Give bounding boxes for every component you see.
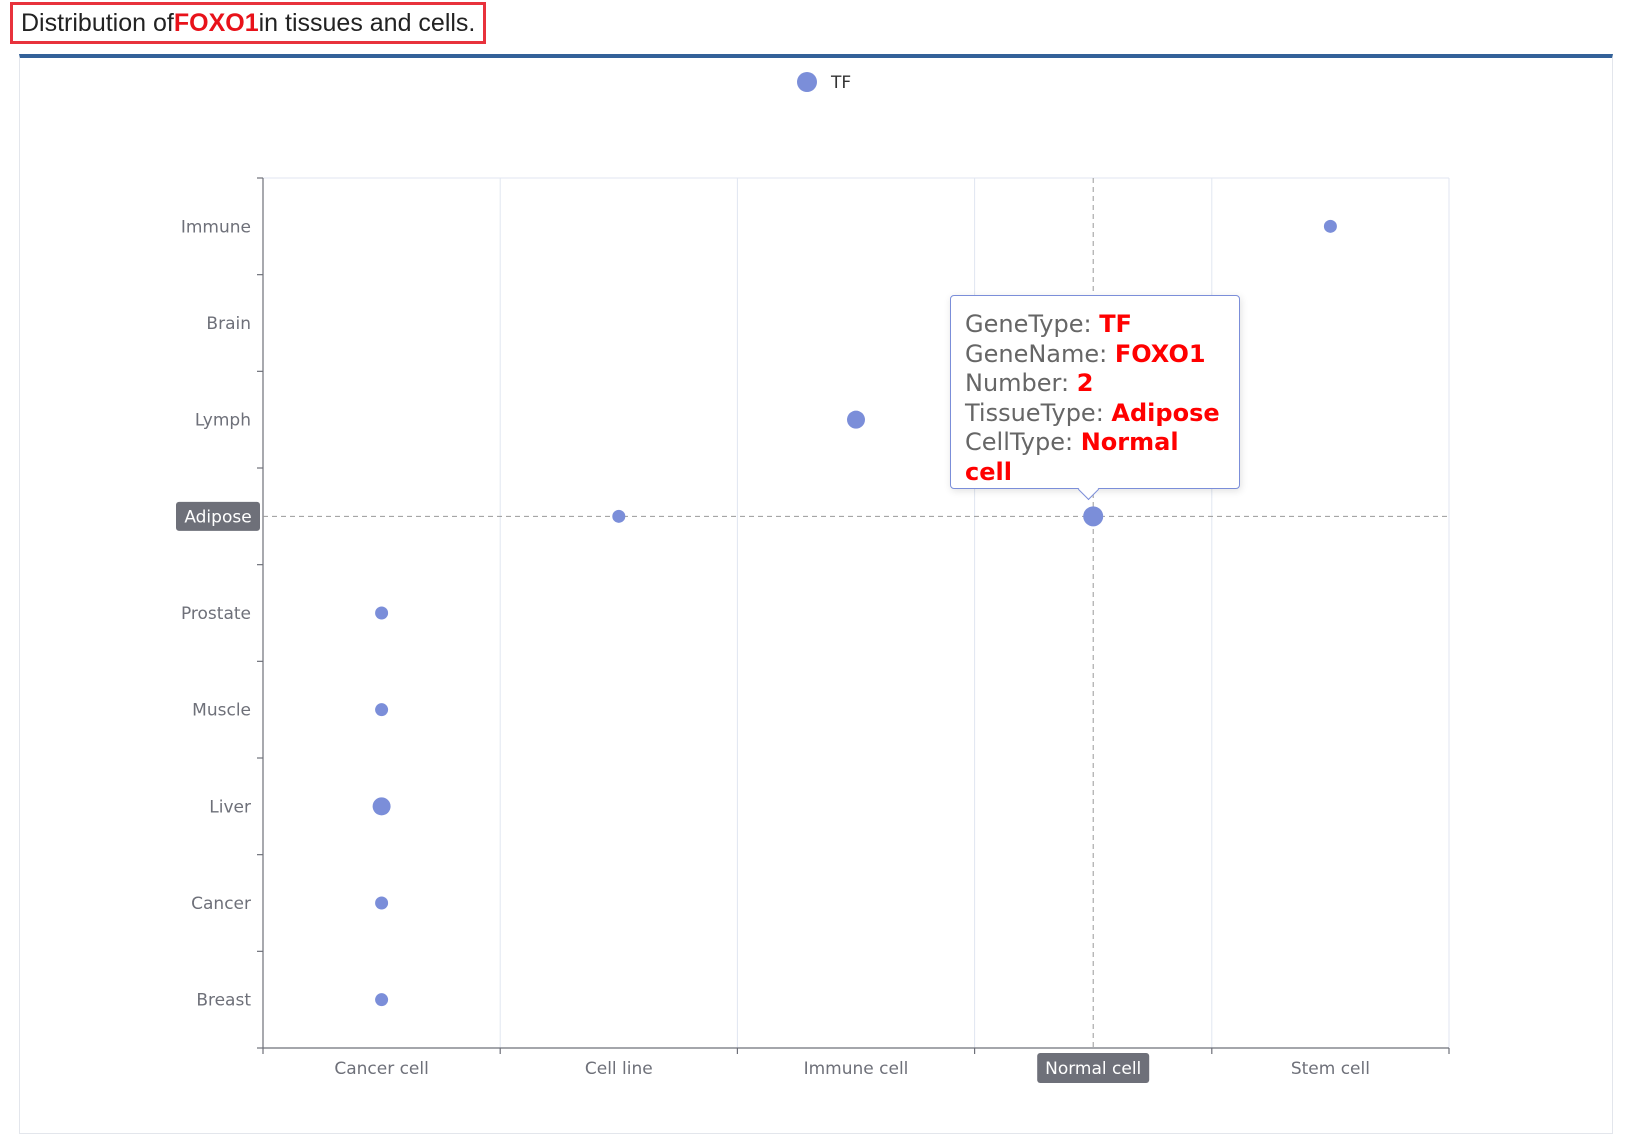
legend-marker[interactable] (797, 72, 817, 92)
y-tick-label: Lymph (195, 411, 251, 431)
data-point[interactable] (375, 993, 389, 1007)
legend-label[interactable]: TF (830, 73, 851, 93)
tooltip-gene-name: GeneName: FOXO1 (965, 339, 1206, 368)
points-layer (372, 219, 1337, 1007)
y-tick-label: Brain (206, 314, 251, 334)
data-point[interactable] (375, 606, 389, 620)
data-point[interactable] (1323, 219, 1337, 233)
data-point[interactable] (372, 797, 391, 816)
chart-heading: Distribution of FOXO1 in tissues and cel… (10, 2, 487, 44)
data-point[interactable] (375, 703, 389, 717)
data-point[interactable] (612, 509, 626, 523)
x-axis-pointer-badge (1037, 1053, 1150, 1083)
tooltip-gene-type: GeneType: TF (965, 310, 1132, 338)
heading-prefix: Distribution of (21, 8, 174, 37)
y-tick-label: Cancer (191, 894, 251, 914)
y-tick-label: Prostate (181, 604, 251, 624)
data-point[interactable] (1083, 506, 1104, 527)
y-tick-label: Adipose (184, 507, 251, 527)
y-tick-label: Muscle (192, 701, 251, 721)
crosshair-layer (263, 178, 1449, 1048)
y-tick-label: Breast (196, 991, 251, 1011)
data-point[interactable] (375, 896, 389, 910)
legend[interactable]: TF (797, 72, 851, 93)
data-tooltip: GeneType: TF GeneName: FOXO1 Number: 2 T… (950, 295, 1240, 489)
x-tick-label: Cell line (585, 1059, 653, 1079)
labels-layer: Breast Cancer Liver Muscle Prostate Adipose Ly… (176, 217, 1370, 1083)
heading-gene-name: FOXO1 (173, 8, 259, 37)
grid-layer (263, 177, 1450, 1048)
x-tick-label: Stem cell (1291, 1059, 1370, 1079)
data-point[interactable] (847, 410, 865, 429)
x-tick-label: Cancer cell (334, 1059, 429, 1079)
x-tick-label: Immune cell (804, 1059, 909, 1079)
axis-layer (257, 177, 1450, 1054)
heading-suffix: in tissues and cells. (258, 8, 476, 37)
y-tick-label: Liver (209, 797, 251, 817)
tooltip-cell-type: CellType: Normal cell (965, 428, 1179, 486)
tooltip-tissue-type: TissueType: Adipose (965, 398, 1220, 427)
tooltip-number: Number: 2 (965, 369, 1094, 397)
y-axis-pointer-badge (176, 501, 260, 531)
x-tick-label: Normal cell (1045, 1059, 1141, 1079)
y-tick-label: Immune (181, 217, 251, 237)
